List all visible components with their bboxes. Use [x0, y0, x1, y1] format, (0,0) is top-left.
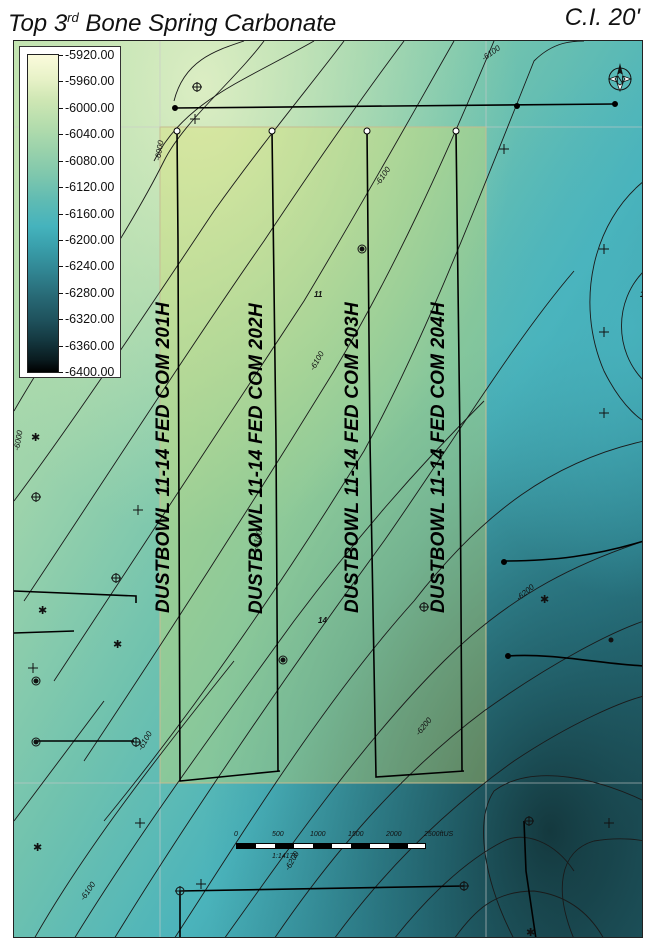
- well-symbol-location: [133, 505, 143, 515]
- contour-lines: [14, 41, 642, 937]
- section-grid: [14, 41, 642, 937]
- offset-well-west-1: [14, 590, 137, 603]
- svg-text:N: N: [616, 74, 624, 86]
- well-symbols-gas: ✱ ✱ ✱ ✱ ✱ ✱: [31, 431, 614, 938]
- well-symbol-oil: [31, 676, 41, 686]
- well-symbol-oil: [278, 655, 288, 665]
- map-canvas: -6100 -6000 -6100 -6100 -6000 -6100 -620…: [14, 41, 643, 938]
- wellbore-202h: [271, 130, 279, 772]
- legend-color-bar: [27, 54, 59, 373]
- well-label-202h: DUSTBOWL 11-14 FED COM 202H: [246, 303, 267, 614]
- svg-text:✱: ✱: [31, 431, 40, 444]
- scale-ratio: 1:14175: [272, 853, 298, 860]
- scale-bar: 0 500 1000 1500 2000 2500ftUS 1:14175: [232, 831, 453, 871]
- offset-well-east-1: [503, 540, 642, 562]
- color-legend: -5920.00 -5960.00 -6000.00 -6040.00 -6080.00…: [19, 46, 121, 379]
- well-symbol-plugged: [111, 573, 121, 583]
- well-symbol-plugged: [524, 816, 534, 826]
- scale-label: 2500ftUS: [424, 831, 454, 838]
- well-symbol-plugged: [192, 82, 202, 92]
- well-symbol-oil: [357, 244, 367, 254]
- well-symbol-location: [599, 327, 609, 337]
- well-symbol-plugged: [419, 602, 429, 612]
- contour-label: -6000: [153, 139, 166, 161]
- contour-interval-label: C.I. 20': [564, 4, 640, 31]
- section-numbers: 11 14 1: [314, 290, 643, 625]
- structure-map: -6100 -6000 -6100 -6100 -6000 -6100 -620…: [13, 40, 643, 938]
- north-arrow-icon: N: [607, 63, 633, 93]
- scale-label: 0: [234, 831, 238, 838]
- wellbore-203h: [366, 130, 465, 778]
- wellbore-201h: [176, 130, 281, 782]
- well-symbols: [28, 82, 614, 896]
- well-symbol-oil: [31, 737, 41, 747]
- well-symbol-location: [196, 879, 206, 889]
- scale-label: 2000: [386, 831, 402, 838]
- well-symbol-location: [28, 663, 38, 673]
- well-symbol-location: [135, 818, 145, 828]
- contour-labels: -6100 -6000 -6100 -6100 -6000 -6100 -620…: [14, 43, 536, 902]
- offset-well-east-2: [506, 654, 642, 667]
- wellbores: [14, 103, 642, 937]
- svg-text:✱: ✱: [540, 593, 549, 606]
- svg-text:✱: ✱: [33, 841, 42, 854]
- well-label-204h: DUSTBOWL 11-14 FED COM 204H: [428, 302, 449, 613]
- well-symbol-plugged: [459, 881, 469, 891]
- scale-labels: 0 500 1000 1500 2000 2500ftUS: [232, 831, 453, 843]
- scale-label: 1000: [310, 831, 326, 838]
- svg-text:✱: ✱: [526, 926, 535, 938]
- contour-label: -6000: [14, 429, 25, 451]
- offset-well-west-2: [14, 630, 75, 634]
- svg-text:✱: ✱: [38, 604, 47, 617]
- wellbore-204h: [455, 130, 463, 772]
- well-symbol-location: [190, 114, 200, 124]
- well-label-201h: DUSTBOWL 11-14 FED COM 201H: [153, 302, 174, 613]
- section-number: 1: [640, 290, 643, 299]
- well-symbol-location: [604, 818, 614, 828]
- well-symbol-location: [599, 244, 609, 254]
- section-number: 14: [318, 616, 327, 625]
- legend-ticks: -5920.00 -5960.00 -6000.00 -6040.00 -6080.00…: [59, 48, 115, 379]
- scale-bar-graphic: [236, 843, 426, 849]
- offset-well-se: [523, 820, 537, 937]
- well-symbol-plugged: [175, 886, 185, 896]
- well-symbol-location: [499, 144, 509, 154]
- well-symbol-location: [599, 408, 609, 418]
- map-title-bar: Top 3rd Bone Spring Carbonate C.I. 20': [8, 0, 640, 37]
- map-title: Top 3rd Bone Spring Carbonate: [8, 10, 337, 37]
- section-number: 11: [314, 290, 323, 299]
- svg-text:✱: ✱: [113, 638, 122, 651]
- scale-label: 1500: [348, 831, 364, 838]
- wellheads: [172, 101, 618, 659]
- well-symbol-plugged: [31, 492, 41, 502]
- well-label-203h: DUSTBOWL 11-14 FED COM 203H: [342, 302, 363, 613]
- scale-label: 500: [272, 831, 284, 838]
- offset-well-north: [173, 103, 615, 109]
- well-symbol-plugged: [131, 737, 141, 747]
